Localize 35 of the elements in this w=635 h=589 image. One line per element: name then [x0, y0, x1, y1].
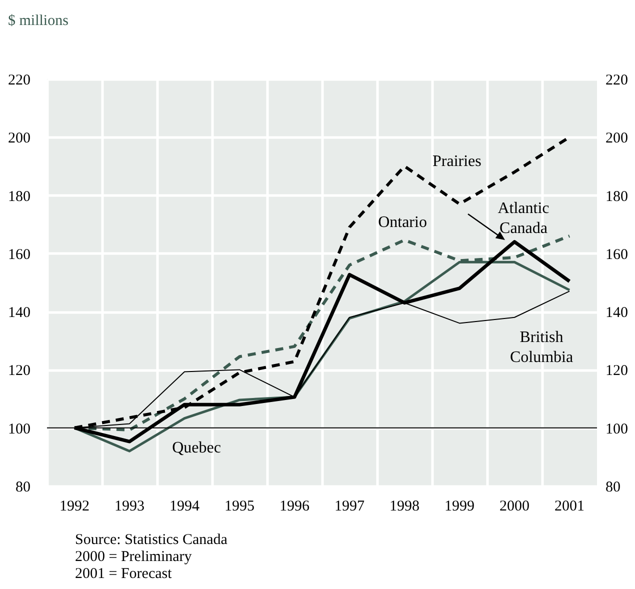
- x-tick-label: 1996: [280, 498, 310, 514]
- y-tick-label: 160: [8, 246, 30, 263]
- y-tick-label: 200: [8, 130, 30, 147]
- y2-tick-label: 180: [606, 188, 628, 205]
- source-note: Source: Statistics Canada: [75, 532, 228, 549]
- x-tick-label: 1995: [224, 498, 254, 514]
- text: 2000 = Preliminary: [75, 549, 193, 566]
- text: 2001 = Forecast: [75, 566, 173, 583]
- y2-tick-label: 160: [606, 246, 628, 263]
- series-label: Prairies: [432, 153, 482, 170]
- x-tick-label: 1997: [334, 498, 365, 514]
- y-tick-label: 120: [8, 363, 30, 380]
- x-tick-label: 1999: [444, 498, 474, 514]
- x-tick-label: 1993: [114, 498, 144, 514]
- x-tick-label: 2000: [500, 498, 530, 514]
- x-tick-label: 1992: [60, 498, 90, 514]
- y-tick-label: 100: [8, 421, 30, 438]
- y2-tick-label: 220: [606, 72, 628, 88]
- y-tick-label: 140: [8, 305, 30, 322]
- y2-tick-label: 80: [606, 480, 620, 496]
- legend-label: Atlantic Canada: [498, 200, 550, 237]
- x-tick-label: 2001: [554, 498, 584, 514]
- y2-tick-label: 140: [606, 305, 628, 322]
- series-label: Ontario: [378, 214, 427, 232]
- y2-tick-label: 120: [606, 363, 628, 380]
- x-tick-label: 1994: [170, 498, 200, 514]
- series-label: Quebec: [172, 439, 221, 456]
- y2-tick-label: 200: [606, 130, 628, 147]
- y2-tick-label: 100: [606, 421, 628, 438]
- y-tick-label: 80: [16, 480, 30, 496]
- y-tick-label: 220: [8, 72, 30, 88]
- x-tick-label: 1998: [390, 498, 420, 514]
- chart-subtitle: $ millions: [8, 13, 69, 29]
- y-tick-label: 180: [8, 188, 30, 205]
- series-label: British Columbia: [510, 329, 574, 366]
